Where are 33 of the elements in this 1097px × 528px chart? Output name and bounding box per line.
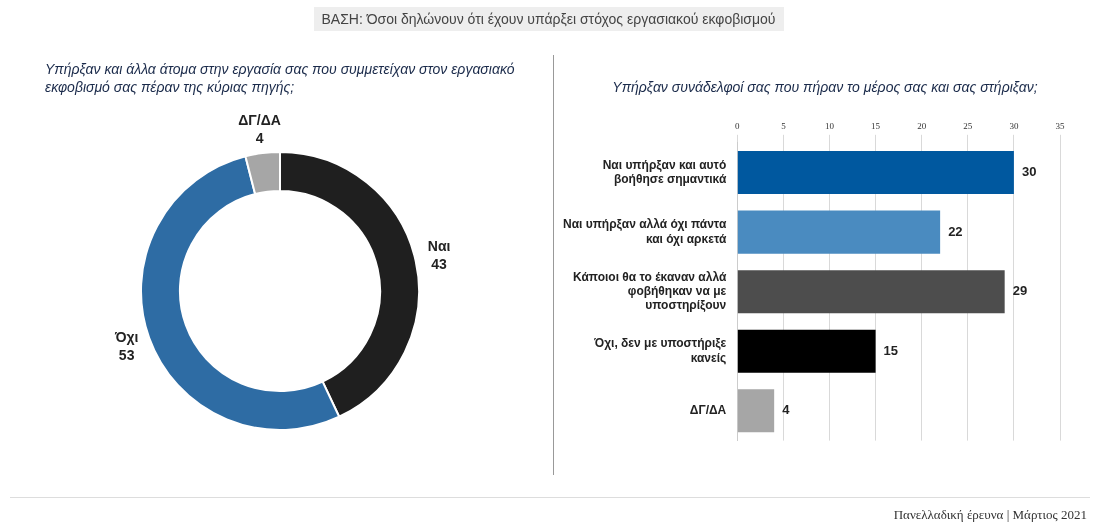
y-tick-label: Όχι, δεν με υποστήριξε κανείς bbox=[593, 336, 727, 365]
text: Πανελλαδική έρευνα | Μάρτιος 2021 bbox=[893, 507, 1087, 523]
data-label: 15 bbox=[883, 342, 899, 358]
bar bbox=[737, 329, 876, 373]
chart-title: Υπήρξαν και άλλα άτομα στην εργασία σας που συμμετείχαν στον εργασιακό εκφοβισμό σας πέραν της κύριας πηγής; bbox=[44, 60, 516, 96]
y-tick-label: ΔΓ/ΔΑ bbox=[689, 403, 727, 418]
bar bbox=[737, 210, 941, 254]
data-label: 53 bbox=[118, 347, 135, 364]
chart-title: Υπήρξαν συνάδελφοί σας που πήραν το μέρος σας και σας στήριξαν; bbox=[611, 78, 1039, 96]
slice-label: ΔΓ/ΔΑ bbox=[238, 112, 281, 129]
y-tick-label: Ναι υπήρξαν και αυτό βοήθησε σημαντικά bbox=[602, 157, 727, 187]
x-tick-label: 15 bbox=[871, 120, 881, 131]
data-label: 4 bbox=[782, 402, 791, 418]
x-tick-label: 10 bbox=[824, 120, 835, 131]
text: ΒΑΣΗ: Όσοι δηλώνουν ότι έχουν υπάρξει στόχος εργασιακού εκφοβισμού bbox=[313, 7, 784, 31]
data-label: 4 bbox=[255, 130, 264, 147]
data-label: 29 bbox=[1012, 283, 1028, 299]
bar bbox=[737, 151, 1014, 195]
x-tick-label: 35 bbox=[1055, 120, 1065, 131]
bar bbox=[737, 389, 775, 433]
x-tick-label: 5 bbox=[781, 120, 787, 131]
x-tick-label: 0 bbox=[735, 120, 741, 131]
slice-label: Όχι bbox=[113, 329, 139, 346]
y-tick-label: Κάποιοι θα το έκαναν αλλά φοβήθηκαν να με υποστηρίξουν bbox=[573, 269, 727, 313]
slice-label: Ναι bbox=[427, 238, 451, 255]
bar bbox=[737, 270, 1005, 314]
data-label: 43 bbox=[431, 256, 448, 273]
x-tick-label: 20 bbox=[917, 120, 927, 131]
x-tick-label: 30 bbox=[1009, 120, 1019, 131]
data-label: 22 bbox=[948, 223, 963, 239]
data-label: 30 bbox=[1021, 164, 1037, 180]
x-tick-label: 25 bbox=[963, 120, 973, 131]
y-tick-label: Ναι υπήρξαν αλλά όχι πάντα και όχι αρκετά bbox=[562, 217, 727, 246]
